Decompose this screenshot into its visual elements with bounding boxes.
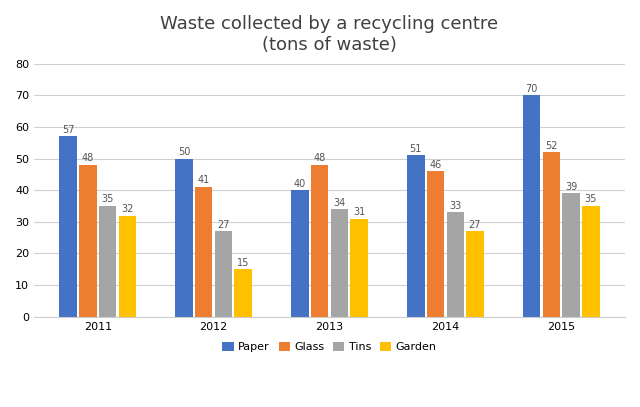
Bar <box>447 212 464 317</box>
Bar <box>331 209 348 317</box>
Bar <box>350 219 368 317</box>
Bar <box>407 155 424 317</box>
Text: 27: 27 <box>217 220 230 230</box>
Bar <box>466 231 484 317</box>
Bar <box>118 216 136 317</box>
Text: 40: 40 <box>294 179 306 188</box>
Bar <box>215 231 232 317</box>
Bar <box>79 165 97 317</box>
Bar <box>523 95 540 317</box>
Bar <box>582 206 600 317</box>
Text: 41: 41 <box>198 175 210 186</box>
Text: 31: 31 <box>353 207 365 217</box>
Bar <box>234 269 252 317</box>
Bar <box>563 193 580 317</box>
Text: 57: 57 <box>62 125 74 135</box>
Text: 32: 32 <box>121 204 134 214</box>
Text: 48: 48 <box>82 153 94 163</box>
Bar <box>427 171 444 317</box>
Text: 51: 51 <box>410 144 422 154</box>
Bar <box>99 206 116 317</box>
Text: 34: 34 <box>333 198 346 208</box>
Text: 48: 48 <box>314 153 326 163</box>
Text: 52: 52 <box>545 141 557 151</box>
Text: 46: 46 <box>429 160 442 170</box>
Text: 50: 50 <box>178 147 190 157</box>
Bar <box>543 152 560 317</box>
Legend: Paper, Glass, Tins, Garden: Paper, Glass, Tins, Garden <box>218 338 441 357</box>
Text: 35: 35 <box>584 195 597 204</box>
Text: 33: 33 <box>449 201 461 211</box>
Bar <box>311 165 328 317</box>
Bar <box>195 187 212 317</box>
Bar <box>60 136 77 317</box>
Title: Waste collected by a recycling centre
(tons of waste): Waste collected by a recycling centre (t… <box>161 15 499 54</box>
Bar <box>175 159 193 317</box>
Text: 15: 15 <box>237 258 250 268</box>
Text: 70: 70 <box>525 84 538 94</box>
Text: 27: 27 <box>468 220 481 230</box>
Text: 39: 39 <box>565 182 577 192</box>
Bar <box>291 190 308 317</box>
Text: 35: 35 <box>101 195 114 204</box>
